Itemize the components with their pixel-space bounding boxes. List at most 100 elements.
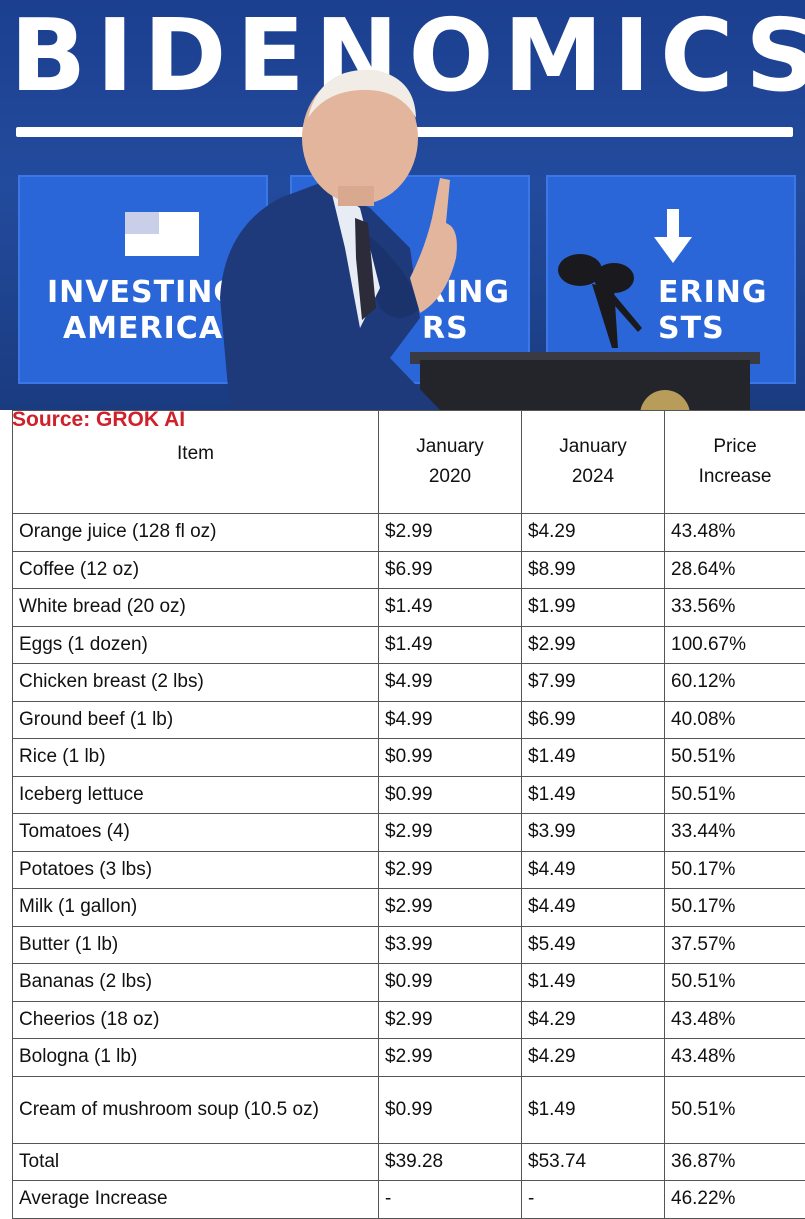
- price-increase-cell: 36.87%: [665, 1143, 805, 1181]
- header-jan-2024-month: January: [528, 432, 658, 462]
- jan-2020-cell: $2.99: [379, 814, 522, 852]
- price-increase-cell: 100.67%: [665, 626, 805, 664]
- price-increase-cell: 50.17%: [665, 851, 805, 889]
- price-increase-cell: 50.51%: [665, 1076, 805, 1143]
- price-increase-cell: 33.44%: [665, 814, 805, 852]
- jan-2024-cell: $3.99: [522, 814, 665, 852]
- item-cell: Chicken breast (2 lbs): [13, 664, 379, 702]
- jan-2020-cell: $2.99: [379, 1001, 522, 1039]
- jan-2024-cell: $4.49: [522, 889, 665, 927]
- header-jan-2020-month: January: [385, 432, 515, 462]
- item-cell: Eggs (1 dozen): [13, 626, 379, 664]
- jan-2024-cell: -: [522, 1181, 665, 1219]
- jan-2020-cell: $0.99: [379, 964, 522, 1002]
- price-increase-cell: 40.08%: [665, 701, 805, 739]
- header-item-label: Item: [177, 443, 214, 464]
- jan-2024-cell: $2.99: [522, 626, 665, 664]
- price-increase-cell: 43.48%: [665, 1039, 805, 1077]
- grocery-price-table: Item January 2020 January 2024 Price Inc…: [12, 410, 805, 1219]
- price-increase-cell: 33.56%: [665, 589, 805, 627]
- item-cell: White bread (20 oz): [13, 589, 379, 627]
- jan-2020-cell: $1.49: [379, 626, 522, 664]
- price-increase-cell: 60.12%: [665, 664, 805, 702]
- panel-text-line: STS: [658, 311, 794, 347]
- jan-2020-cell: $1.49: [379, 589, 522, 627]
- jan-2020-cell: $0.99: [379, 739, 522, 777]
- jan-2024-cell: $5.49: [522, 926, 665, 964]
- price-increase-cell: 50.51%: [665, 739, 805, 777]
- jan-2020-cell: $0.99: [379, 1076, 522, 1143]
- jan-2020-cell: $4.99: [379, 701, 522, 739]
- header-jan-2020-year: 2020: [385, 462, 515, 492]
- jan-2020-cell: $39.28: [379, 1143, 522, 1181]
- jan-2020-cell: $4.99: [379, 664, 522, 702]
- source-label: Source: GROK AI: [12, 408, 185, 432]
- item-cell: Butter (1 lb): [13, 926, 379, 964]
- jan-2024-cell: $1.49: [522, 964, 665, 1002]
- header-jan-2024-year: 2024: [528, 462, 658, 492]
- price-increase-cell: 43.48%: [665, 1001, 805, 1039]
- item-cell: Cheerios (18 oz): [13, 1001, 379, 1039]
- price-increase-cell: 43.48%: [665, 514, 805, 552]
- microphone-graphic: [552, 248, 672, 368]
- price-increase-cell: 28.64%: [665, 551, 805, 589]
- jan-2024-cell: $1.99: [522, 589, 665, 627]
- jan-2020-cell: $2.99: [379, 1039, 522, 1077]
- item-cell: Average Increase: [13, 1181, 379, 1219]
- jan-2020-cell: $3.99: [379, 926, 522, 964]
- jan-2024-cell: $1.49: [522, 739, 665, 777]
- jan-2024-cell: $8.99: [522, 551, 665, 589]
- header-price-increase: Price Increase: [665, 411, 805, 514]
- jan-2020-cell: -: [379, 1181, 522, 1219]
- speaker-figure: [210, 58, 500, 410]
- item-cell: Total: [13, 1143, 379, 1181]
- item-cell: Rice (1 lb): [13, 739, 379, 777]
- header-jan-2020: January 2020: [379, 411, 522, 514]
- item-cell: Iceberg lettuce: [13, 776, 379, 814]
- panel-text-line: ERING: [658, 275, 794, 311]
- header-increase-line2: Increase: [671, 462, 799, 492]
- item-cell: Bananas (2 lbs): [13, 964, 379, 1002]
- item-cell: Ground beef (1 lb): [13, 701, 379, 739]
- banner-photo: BIDENOMICS INVESTING AMERICA RING RS ERI…: [0, 0, 805, 410]
- jan-2020-cell: $6.99: [379, 551, 522, 589]
- jan-2020-cell: $2.99: [379, 514, 522, 552]
- jan-2020-cell: $2.99: [379, 851, 522, 889]
- jan-2024-cell: $6.99: [522, 701, 665, 739]
- item-cell: Bologna (1 lb): [13, 1039, 379, 1077]
- item-cell: Cream of mushroom soup (10.5 oz): [13, 1076, 379, 1143]
- jan-2024-cell: $1.49: [522, 776, 665, 814]
- price-increase-cell: 50.51%: [665, 964, 805, 1002]
- jan-2024-cell: $1.49: [522, 1076, 665, 1143]
- item-cell: Coffee (12 oz): [13, 551, 379, 589]
- jan-2024-cell: $7.99: [522, 664, 665, 702]
- jan-2024-cell: $4.29: [522, 514, 665, 552]
- jan-2020-cell: $2.99: [379, 889, 522, 927]
- header-increase-line1: Price: [671, 432, 799, 462]
- table-row: Cream of mushroom soup (10.5 oz)$0.99$1.…: [13, 1076, 805, 1143]
- header-jan-2024: January 2024: [522, 411, 665, 514]
- jan-2024-cell: $53.74: [522, 1143, 665, 1181]
- flag-icon: [125, 212, 199, 256]
- jan-2024-cell: $4.29: [522, 1039, 665, 1077]
- jan-2020-cell: $0.99: [379, 776, 522, 814]
- price-increase-cell: 50.17%: [665, 889, 805, 927]
- item-cell: Tomatoes (4): [13, 814, 379, 852]
- jan-2024-cell: $4.29: [522, 1001, 665, 1039]
- price-increase-cell: 50.51%: [665, 776, 805, 814]
- item-cell: Milk (1 gallon): [13, 889, 379, 927]
